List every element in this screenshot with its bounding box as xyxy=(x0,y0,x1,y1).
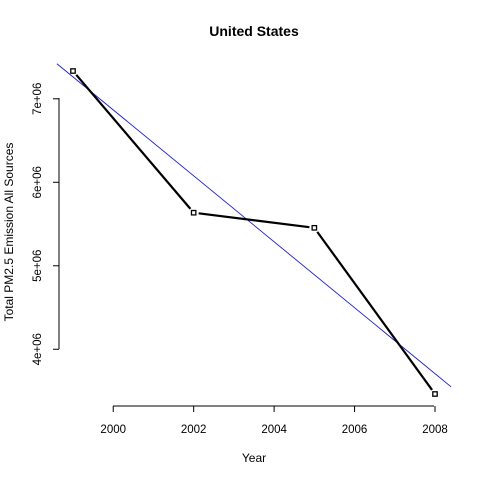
series-layer xyxy=(70,68,438,397)
y-tick-label: 4e+06 xyxy=(32,333,44,365)
y-axis-label: Total PM2.5 Emission All Sources xyxy=(2,143,16,322)
x-axis: 2000 2002 2004 2006 2008 xyxy=(100,405,448,436)
y-axis: 4e+06 5e+06 6e+06 7e+06 xyxy=(32,83,60,365)
data-point xyxy=(70,68,76,74)
x-tick-label: 2008 xyxy=(422,424,448,436)
x-tick-label: 2004 xyxy=(261,424,287,436)
x-axis-label: Year xyxy=(242,451,266,465)
x-tick-label: 2000 xyxy=(100,424,126,436)
y-tick-label: 6e+06 xyxy=(32,166,44,198)
data-point xyxy=(190,209,197,216)
trend-line-layer xyxy=(56,63,452,388)
trend-line xyxy=(56,63,452,388)
chart-title: United States xyxy=(209,23,299,39)
x-tick-label: 2002 xyxy=(181,424,207,436)
data-point xyxy=(432,391,438,397)
series-segment xyxy=(75,74,192,210)
x-tick-label: 2006 xyxy=(342,424,368,436)
data-point xyxy=(311,224,318,231)
series-segment xyxy=(316,231,433,391)
series-segment xyxy=(198,212,310,229)
y-tick-label: 7e+06 xyxy=(32,83,44,115)
y-tick-label: 5e+06 xyxy=(32,250,44,282)
